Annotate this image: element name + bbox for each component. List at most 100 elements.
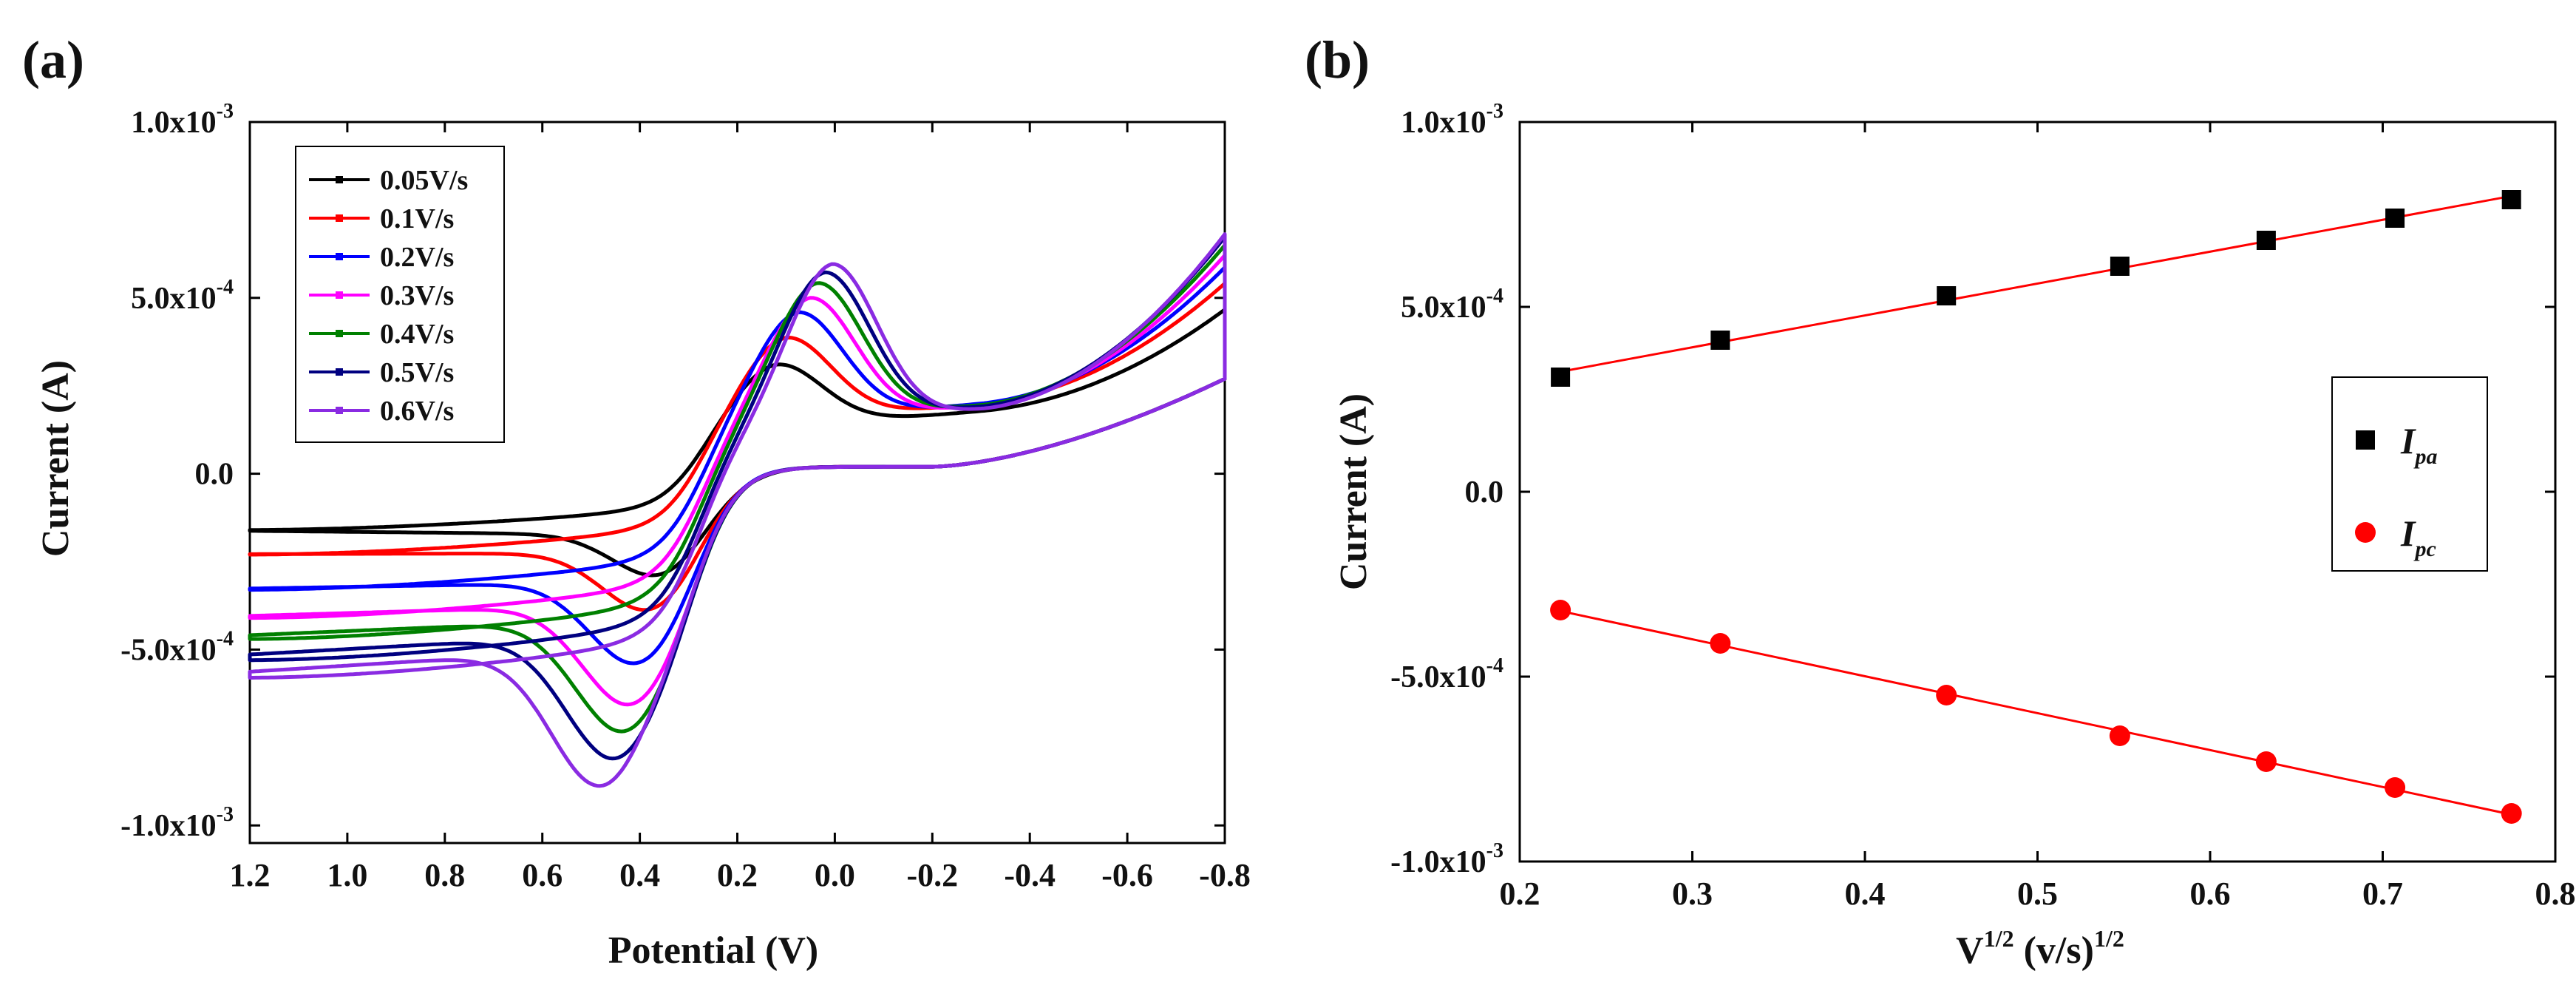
legend-label-sub: pc xyxy=(2413,537,2436,561)
legend-label: 0.2V/s xyxy=(380,242,454,273)
y-tick-label: 1.0x10-3 xyxy=(1401,100,1503,140)
y-tick-label: -5.0x10-4 xyxy=(120,627,234,667)
panel-b-xlabel-sup1: 1/2 xyxy=(1984,925,2014,952)
panel-b-xlabel-sup2: 1/2 xyxy=(2094,925,2124,952)
y-tick-label: 5.0x10-4 xyxy=(1401,285,1503,325)
x-tick-label: 0.8 xyxy=(2535,876,2576,912)
y-tick-mantissa: -1.0x10 xyxy=(120,809,217,843)
x-tick-label: 0.7 xyxy=(2362,876,2403,912)
y-tick-label: -5.0x10-4 xyxy=(1390,654,1503,694)
y-tick-mantissa: 5.0x10 xyxy=(131,282,217,316)
y-tick-label: 0.0 xyxy=(195,458,234,492)
fit-line-pa xyxy=(1560,194,2512,373)
legend-label: 0.3V/s xyxy=(380,280,454,311)
panel-b-xlabel-mid: (v/s) xyxy=(2014,930,2094,972)
y-tick-mantissa: 5.0x10 xyxy=(1401,291,1486,325)
legend-marker xyxy=(336,214,343,222)
legend-label-sub: pa xyxy=(2413,444,2437,469)
point-pa xyxy=(1551,368,1571,387)
x-tick-label: -0.4 xyxy=(1004,857,1056,893)
y-tick-exponent: -4 xyxy=(1486,285,1503,308)
panel-a-ylabel: Current (A) xyxy=(35,360,77,557)
legend-label: 0.6V/s xyxy=(380,396,454,427)
legend-marker xyxy=(336,291,343,299)
panel-a-plot-area: 1.2 1.0 0.8 0.6 0.4 0.2 0.0 -0.2 -0.4 -0.6 -0.8 1.0… xyxy=(120,100,1251,893)
point-pa xyxy=(1710,331,1730,350)
y-tick-exponent: -3 xyxy=(217,803,234,826)
legend-label: Ipc xyxy=(2400,512,2436,561)
legend-label: 0.1V/s xyxy=(380,203,454,234)
legend-label-base: I xyxy=(2400,420,2416,461)
x-tick-label: 0.3 xyxy=(1672,876,1713,912)
x-tick-label: 0.4 xyxy=(619,857,660,893)
x-tick-label: 0.0 xyxy=(815,857,855,893)
point-pc xyxy=(2385,777,2406,798)
y-tick-exponent: -4 xyxy=(217,627,234,650)
x-tick-label: 0.6 xyxy=(522,857,563,893)
legend-marker xyxy=(336,407,343,414)
y-tick-mantissa: -1.0x10 xyxy=(1390,845,1486,879)
point-pa xyxy=(2385,209,2405,228)
panel-b-xlabel: V1/2 (v/s)1/2 xyxy=(1956,925,2124,972)
panel-b-label: (b) xyxy=(1305,30,1370,89)
point-pc xyxy=(1710,633,1731,654)
x-tick-label: 1.0 xyxy=(327,857,367,893)
panel-b-plot-area: 0.2 0.3 0.4 0.5 0.6 0.7 0.81.0x10-35.0x10-40.0… xyxy=(1390,100,2575,912)
y-tick-label: -1.0x10-3 xyxy=(1390,839,1503,879)
legend-marker xyxy=(336,253,343,260)
x-tick-label: -0.8 xyxy=(1199,857,1251,893)
point-pc xyxy=(2501,803,2522,824)
x-tick-label: 0.8 xyxy=(424,857,465,893)
panel-a: (a) 1.2 1.0 0.8 0.6 0.4 0.2 0.0 -0.2 -0.4 -0.6 -0.… xyxy=(22,30,1251,972)
panel-b: (b) 0.2 0.3 0.4 0.5 0.6 0.7 0.81.0x10-35.0x10-… xyxy=(1305,30,2576,972)
legend-label-base: I xyxy=(2400,512,2416,554)
legend-label: 0.05V/s xyxy=(380,165,468,196)
y-tick-label: -1.0x10-3 xyxy=(120,803,234,843)
panel-b-ylabel: Current (A) xyxy=(1333,393,1375,590)
point-pc xyxy=(2109,725,2130,746)
y-tick-label: 0.0 xyxy=(1465,475,1504,510)
panel-a-legend: 0.05V/s 0.1V/s 0.2V/s 0.3V/s 0.4V/s 0.5V/s 0.6… xyxy=(295,146,505,443)
legend-marker xyxy=(2355,522,2376,543)
y-tick-mantissa: -5.0x10 xyxy=(120,633,217,667)
y-tick-mantissa: 1.0x10 xyxy=(131,106,217,140)
y-tick-exponent: -3 xyxy=(217,100,234,123)
x-tick-label: 0.6 xyxy=(2190,876,2231,912)
point-pc xyxy=(1550,600,1571,620)
panel-b-xlabel-base: V xyxy=(1956,930,1984,972)
panel-a-label: (a) xyxy=(22,30,84,89)
legend-marker xyxy=(336,330,343,337)
x-tick-label: 0.5 xyxy=(2017,876,2058,912)
x-tick-label: 0.2 xyxy=(717,857,758,893)
legend-marker xyxy=(2356,430,2375,450)
y-tick-exponent: -3 xyxy=(1486,839,1503,862)
y-tick-label: 1.0x10-3 xyxy=(131,100,234,140)
legend-label: 0.5V/s xyxy=(380,357,454,388)
legend-label: Ipa xyxy=(2400,420,2437,469)
x-tick-label: 0.4 xyxy=(1845,876,1886,912)
point-pa xyxy=(2256,231,2276,250)
legend-marker xyxy=(336,176,343,183)
x-tick-label: -0.2 xyxy=(906,857,958,893)
point-pa xyxy=(1937,286,1957,305)
point-pa xyxy=(2501,190,2521,209)
y-tick-mantissa: 1.0x10 xyxy=(1401,106,1486,140)
y-tick-exponent: -3 xyxy=(1486,100,1503,123)
point-pc xyxy=(1936,685,1957,705)
y-tick-label: 5.0x10-4 xyxy=(131,276,234,316)
x-tick-label: 1.2 xyxy=(230,857,271,893)
x-tick-label: -0.6 xyxy=(1101,857,1153,893)
fit-line-pc xyxy=(1560,609,2512,816)
legend-label: 0.4V/s xyxy=(380,319,454,350)
panel-a-xlabel: Potential (V) xyxy=(608,930,818,972)
legend-marker xyxy=(336,368,343,376)
y-tick-mantissa: -5.0x10 xyxy=(1390,660,1486,694)
y-tick-exponent: -4 xyxy=(1486,654,1503,677)
x-tick-label: 0.2 xyxy=(1500,876,1540,912)
y-tick-mantissa: 0.0 xyxy=(1465,475,1504,510)
point-pc xyxy=(2255,751,2277,772)
y-tick-mantissa: 0.0 xyxy=(195,458,234,492)
point-pa xyxy=(2110,257,2130,276)
